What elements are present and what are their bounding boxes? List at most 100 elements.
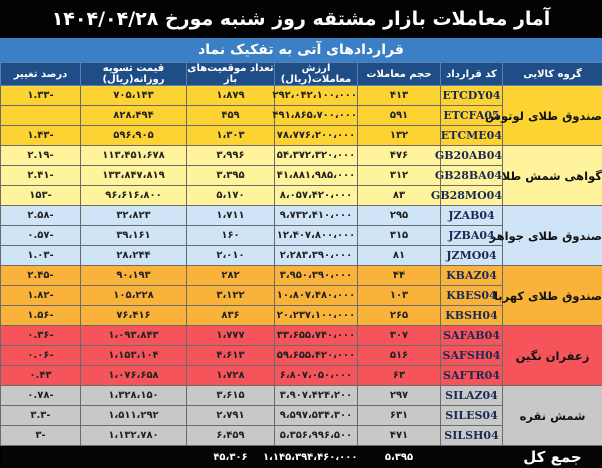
header-change: درصد تغییر xyxy=(1,63,81,86)
settlement-cell: ۹۶،۶۱۶،۸۰۰ xyxy=(81,186,187,206)
open-interest-cell: ۴۵۹ xyxy=(187,106,275,126)
open-interest-cell: ۴،۶۱۳ xyxy=(187,346,275,366)
open-interest-cell: ۳،۶۱۵ xyxy=(187,386,275,406)
value-cell: ۶،۸۰۷،۰۵۰،۰۰۰ xyxy=(275,366,358,386)
open-interest-cell: ۳،۹۹۶ xyxy=(187,146,275,166)
settlement-cell: ۱،۳۲۸،۱۵۰ xyxy=(81,386,187,406)
change-cell: -۱.۸۲ xyxy=(1,286,81,306)
settlement-cell: ۷۶،۴۱۶ xyxy=(81,306,187,326)
settlement-cell: ۱،۱۵۳،۱۰۴ xyxy=(81,346,187,366)
value-cell: ۹،۵۹۷،۵۳۴،۳۰۰ xyxy=(275,406,358,426)
value-cell: ۲،۲۸۳،۳۹۰،۰۰۰ xyxy=(275,246,358,266)
contract-code-cell: SILES04 xyxy=(441,406,503,426)
open-interest-cell: ۱۶۰ xyxy=(187,226,275,246)
open-interest-cell: ۲۸۲ xyxy=(187,266,275,286)
change-cell xyxy=(1,106,81,126)
volume-cell: ۸۱ xyxy=(358,246,441,266)
value-cell: ۱۲،۴۰۷،۸۰۰،۰۰۰ xyxy=(275,226,358,246)
change-cell: -۰.۵۷ xyxy=(1,226,81,246)
contract-code-cell: ETCME04 xyxy=(441,126,503,146)
settlement-cell: ۱،۰۷۶،۶۵۸ xyxy=(81,366,187,386)
total-volume: ۵،۳۹۵ xyxy=(358,446,441,468)
change-cell: -۱.۳۳ xyxy=(1,86,81,106)
contract-code-cell: ETCDY04 xyxy=(441,86,503,106)
volume-cell: ۴۱۳ xyxy=(358,86,441,106)
settlement-cell: ۱،۵۱۱،۲۹۲ xyxy=(81,406,187,426)
change-cell: -۱.۵۶ xyxy=(1,306,81,326)
open-interest-cell: ۱،۸۷۹ xyxy=(187,86,275,106)
volume-cell: ۵۹۱ xyxy=(358,106,441,126)
volume-cell: ۴۷۱ xyxy=(358,426,441,446)
open-interest-cell: ۲،۷۹۱ xyxy=(187,406,275,426)
contract-code-cell: SAFTR04 xyxy=(441,366,503,386)
header-row: گروه کالایی کد قرارداد حجم معاملات ارزش … xyxy=(1,63,602,86)
value-cell: ۲۹۲،۰۴۲،۱۰۰،۰۰۰ xyxy=(275,86,358,106)
value-cell: ۵۹،۶۵۵،۴۲۰،۰۰۰ xyxy=(275,346,358,366)
contract-code-cell: GB28MO04 xyxy=(441,186,503,206)
change-cell: -۲.۵۸ xyxy=(1,206,81,226)
settlement-cell: ۱،۰۹۳،۸۴۳ xyxy=(81,326,187,346)
volume-cell: ۳۰۷ xyxy=(358,326,441,346)
volume-cell: ۴۷۶ xyxy=(358,146,441,166)
contract-code-cell: KBSH04 xyxy=(441,306,503,326)
commodity-group: صندوق طلای لوتوس xyxy=(503,86,602,146)
commodity-group: صندوق طلای کهربا xyxy=(503,266,602,326)
header-group: گروه کالایی xyxy=(503,63,602,86)
open-interest-cell: ۱،۳۰۳ xyxy=(187,126,275,146)
volume-cell: ۱۳۲ xyxy=(358,126,441,146)
volume-cell: ۶۳۱ xyxy=(358,406,441,426)
contract-code-cell: JZAB04 xyxy=(441,206,503,226)
change-cell: -۱۵۳ xyxy=(1,186,81,206)
settlement-cell: ۳۲،۸۲۳ xyxy=(81,206,187,226)
total-change xyxy=(1,446,81,468)
total-value: ۱،۱۴۵،۳۹۴،۴۶۰،۰۰۰ xyxy=(275,446,358,468)
contract-code-cell: SAFSH04 xyxy=(441,346,503,366)
total-open-interest: ۴۵،۳۰۶ xyxy=(187,446,275,468)
value-cell: ۴۱،۸۸۱،۹۸۵،۰۰۰ xyxy=(275,166,358,186)
total-row: جمع کل ۵،۳۹۵ ۱،۱۴۵،۳۹۴،۴۶۰،۰۰۰ ۴۵،۳۰۶ xyxy=(1,446,602,468)
header-code: کد قرارداد xyxy=(441,63,503,86)
settlement-cell: ۳۹،۱۶۱ xyxy=(81,226,187,246)
value-cell: ۲۰،۲۳۷،۱۰۰،۰۰۰ xyxy=(275,306,358,326)
value-cell: ۳،۹۰۷،۴۲۴،۲۰۰ xyxy=(275,386,358,406)
value-cell: ۴۹۱،۸۶۵،۷۰۰،۰۰۰ xyxy=(275,106,358,126)
settlement-cell: ۹۰،۱۹۳ xyxy=(81,266,187,286)
total-code xyxy=(441,446,503,468)
volume-cell: ۲۶۵ xyxy=(358,306,441,326)
settlement-cell: ۱۰۵،۲۲۸ xyxy=(81,286,187,306)
contract-code-cell: SILAZ04 xyxy=(441,386,503,406)
header-settlement: قیمت تسویه روزانه(ریال) xyxy=(81,63,187,86)
header-open-interest: تعداد موقعیت‌های باز xyxy=(187,63,275,86)
open-interest-cell: ۳،۳۹۵ xyxy=(187,166,275,186)
header-value: ارزش معاملات(ریال) xyxy=(275,63,358,86)
volume-cell: ۲۹۷ xyxy=(358,386,441,406)
contract-code-cell: JZMO04 xyxy=(441,246,503,266)
value-cell: ۹،۷۳۲،۴۱۰،۰۰۰ xyxy=(275,206,358,226)
volume-cell: ۲۹۵ xyxy=(358,206,441,226)
volume-cell: ۶۳ xyxy=(358,366,441,386)
settlement-cell: ۲۸،۲۴۴ xyxy=(81,246,187,266)
open-interest-cell: ۲،۰۱۰ xyxy=(187,246,275,266)
open-interest-cell: ۱،۷۷۷ xyxy=(187,326,275,346)
page-title: آمار معاملات بازار مشتقه روز شنبه مورخ ۱… xyxy=(0,0,602,38)
volume-cell: ۳۱۵ xyxy=(358,226,441,246)
value-cell: ۷۸،۷۷۶،۲۰۰،۰۰۰ xyxy=(275,126,358,146)
value-cell: ۱۰،۸۰۷،۴۸۰،۰۰۰ xyxy=(275,286,358,306)
change-cell: -۰.۰۶ xyxy=(1,346,81,366)
volume-cell: ۱۰۳ xyxy=(358,286,441,306)
settlement-cell: ۱۳۳،۸۴۷،۸۱۹ xyxy=(81,166,187,186)
change-cell: ۰.۴۳ xyxy=(1,366,81,386)
value-cell: ۳،۹۵۰،۳۹۰،۰۰۰ xyxy=(275,266,358,286)
change-cell: -۲.۴۱ xyxy=(1,166,81,186)
contract-code-cell: SILSH04 xyxy=(441,426,503,446)
contract-code-cell: SAFAB04 xyxy=(441,326,503,346)
total-label: جمع کل xyxy=(503,446,602,468)
value-cell: ۵۴،۳۷۲،۳۲۰،۰۰۰ xyxy=(275,146,358,166)
value-cell: ۳۳،۶۵۵،۷۴۰،۰۰۰ xyxy=(275,326,358,346)
value-cell: ۸،۰۵۷،۴۲۰،۰۰۰ xyxy=(275,186,358,206)
settlement-cell: ۱،۱۳۲،۷۸۰ xyxy=(81,426,187,446)
